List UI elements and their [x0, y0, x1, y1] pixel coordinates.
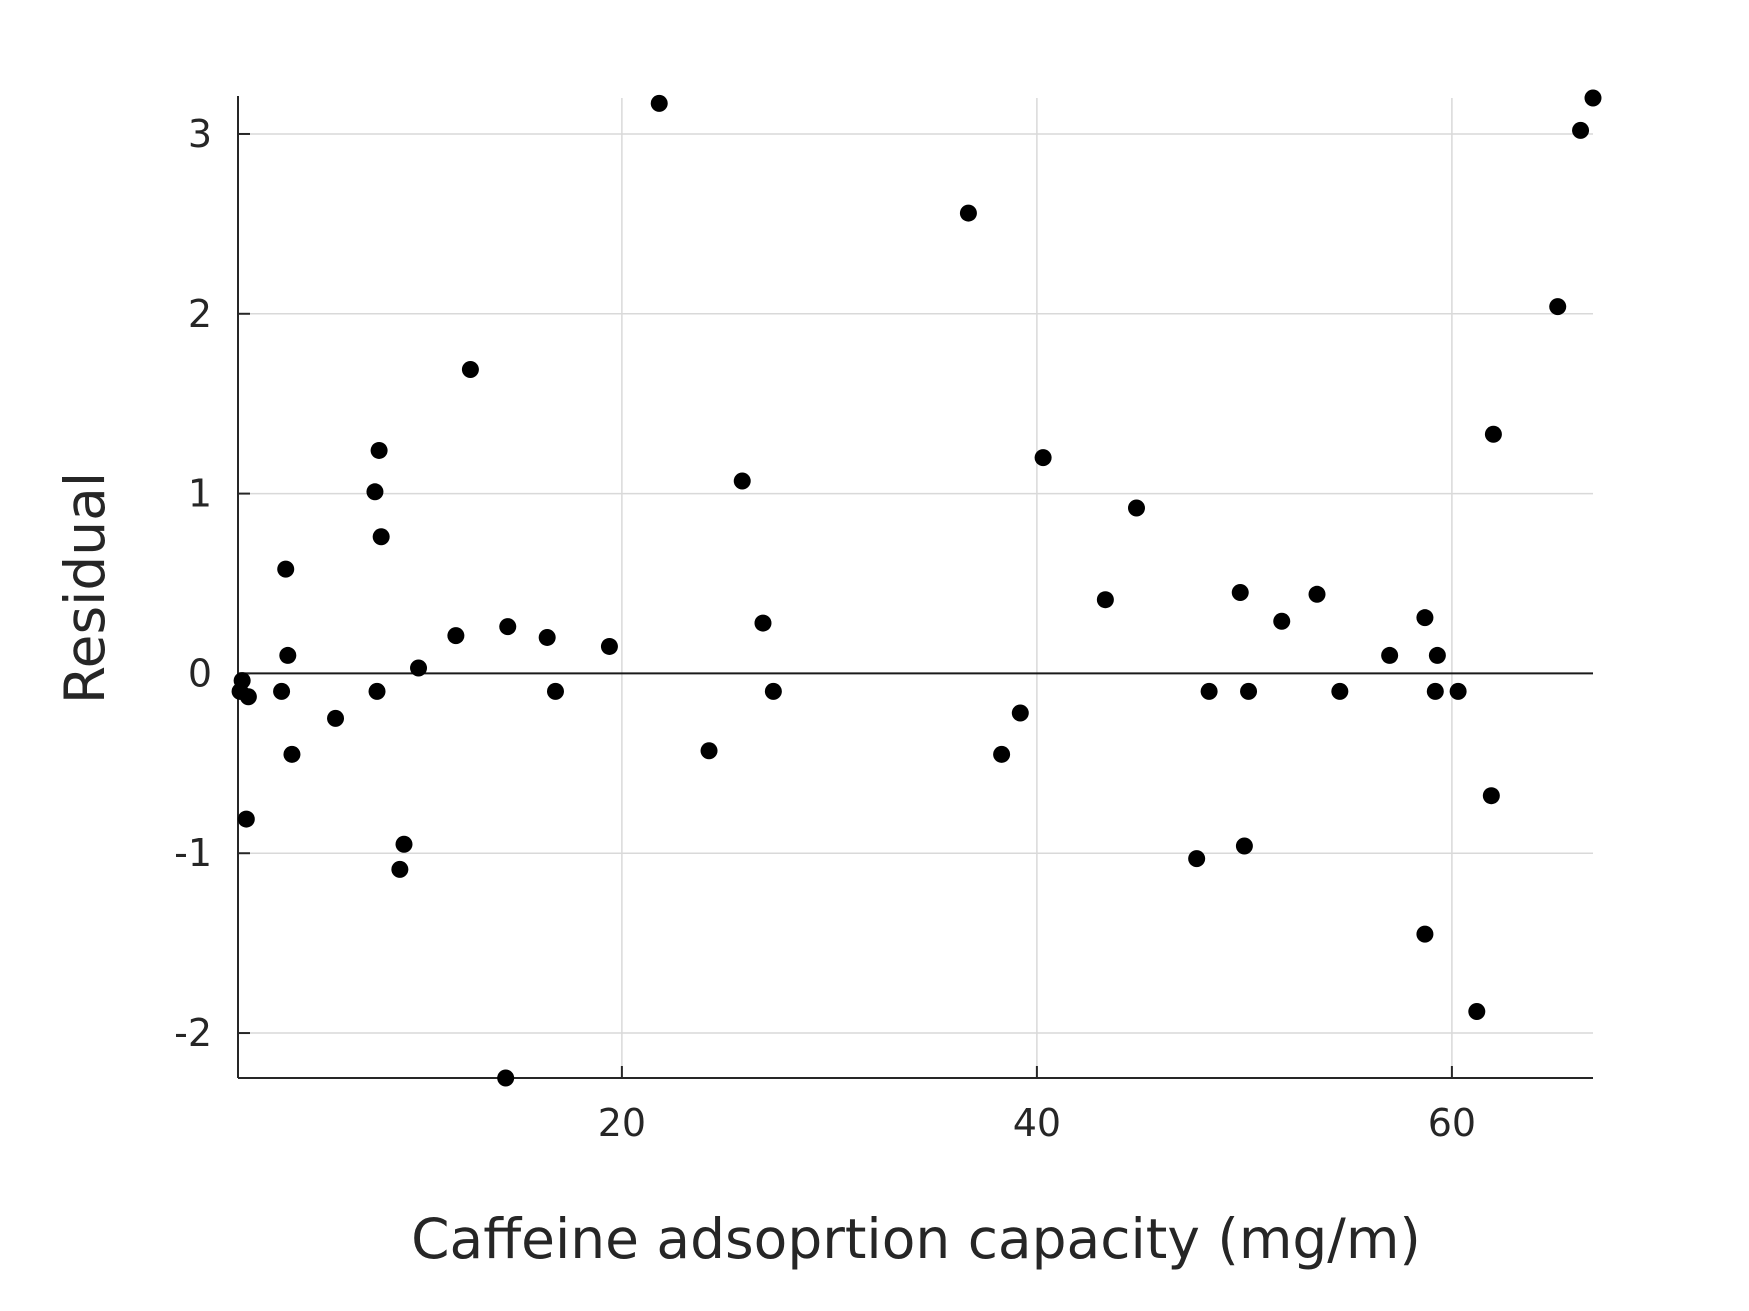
data-point: [1200, 682, 1218, 700]
data-point: [993, 745, 1011, 763]
data-point: [546, 682, 564, 700]
data-point: [1331, 682, 1349, 700]
data-point: [1188, 850, 1206, 868]
grid: [238, 98, 1593, 1078]
data-point: [279, 646, 297, 664]
y-tick-label: 3: [188, 112, 212, 156]
data-point: [370, 441, 388, 459]
data-point: [233, 672, 251, 690]
data-point: [1273, 612, 1291, 630]
x-tick-label: 20: [598, 1101, 646, 1145]
data-point: [461, 361, 479, 379]
data-point: [600, 637, 618, 655]
data-point: [1584, 89, 1602, 107]
data-point: [327, 709, 345, 727]
x-tick-label: 60: [1428, 1101, 1476, 1145]
data-point: [1482, 787, 1500, 805]
data-point: [273, 682, 291, 700]
y-tick-label: -1: [174, 831, 212, 875]
data-point: [1240, 682, 1258, 700]
data-point: [959, 204, 977, 222]
data-point: [1572, 121, 1590, 139]
y-tick-label: 2: [188, 292, 212, 336]
data-point: [1308, 585, 1326, 603]
data-point: [1449, 682, 1467, 700]
data-point: [1549, 298, 1567, 316]
data-point: [237, 810, 255, 828]
data-point: [277, 560, 295, 578]
x-axis-title: Caffeine adsoprtion capacity (mg/m): [411, 1207, 1421, 1271]
data-point: [1468, 1002, 1486, 1020]
y-tick-label: 1: [188, 472, 212, 516]
data-point: [410, 659, 428, 677]
data-point: [372, 528, 390, 546]
axes: [237, 96, 1593, 1079]
data-point: [1127, 499, 1145, 517]
y-axis-title: Residual: [53, 472, 117, 704]
ticks: 20 40 60 -2 -1 0 1 2 3: [174, 112, 1476, 1145]
data-point: [1416, 925, 1434, 943]
data-point: [366, 483, 384, 501]
data-point: [447, 627, 465, 645]
data-point: [499, 618, 517, 636]
data-point: [1235, 837, 1253, 855]
data-point: [1428, 646, 1446, 664]
data-point: [395, 835, 413, 853]
data-point: [283, 745, 301, 763]
y-tick-label: -2: [174, 1011, 212, 1055]
data-point: [1011, 704, 1029, 722]
data-point: [1381, 646, 1399, 664]
data-point: [239, 688, 257, 706]
data-points: [231, 89, 1602, 1087]
data-point: [1096, 591, 1114, 609]
x-tick-label: 40: [1013, 1101, 1061, 1145]
data-point: [1231, 583, 1249, 601]
data-point: [497, 1069, 515, 1087]
data-point: [368, 682, 386, 700]
data-point: [764, 682, 782, 700]
data-point: [733, 472, 751, 490]
y-tick-label: 0: [188, 651, 212, 695]
data-point: [1426, 682, 1444, 700]
data-point: [538, 628, 556, 646]
data-point: [391, 860, 409, 878]
data-point: [1416, 609, 1434, 627]
data-point: [1034, 449, 1052, 467]
data-point: [650, 94, 668, 112]
data-point: [700, 742, 718, 760]
data-point: [754, 614, 772, 632]
data-point: [1484, 425, 1502, 443]
